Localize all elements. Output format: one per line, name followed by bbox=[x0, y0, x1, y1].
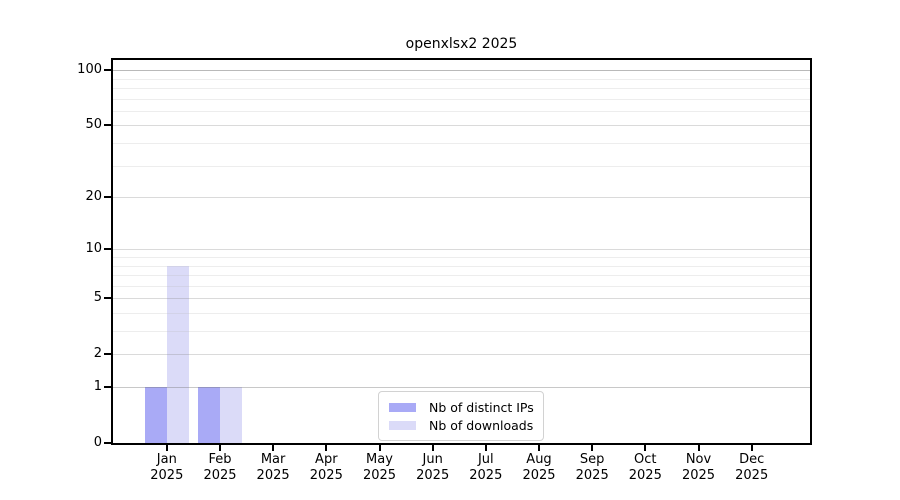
gridline-y-60 bbox=[113, 111, 810, 112]
x-tick-label-3: Apr 2025 bbox=[309, 452, 343, 483]
gridline-y-90 bbox=[113, 78, 810, 80]
y-tick-20 bbox=[104, 196, 111, 199]
x-tick-11 bbox=[750, 445, 753, 451]
legend-label: Nb of downloads bbox=[429, 417, 534, 433]
bar-distinct-ips-0 bbox=[144, 387, 167, 443]
legend: Nb of distinct IPs Nb of downloads bbox=[378, 391, 544, 441]
y-tick-label-100: 100 bbox=[77, 62, 102, 78]
gridline-y-10 bbox=[113, 249, 810, 251]
y-tick-label-20: 20 bbox=[85, 189, 102, 205]
legend-label: Nb of distinct IPs bbox=[429, 399, 534, 415]
x-tick-5 bbox=[431, 445, 434, 451]
gridline-y-4 bbox=[113, 313, 810, 314]
x-tick-4 bbox=[378, 445, 381, 451]
y-tick-label-2: 2 bbox=[93, 346, 102, 362]
y-tick-label-0: 0 bbox=[93, 435, 102, 450]
x-tick-label-5: Jun 2025 bbox=[416, 452, 450, 483]
chart-title: openxlsx2 2025 bbox=[405, 36, 518, 52]
x-tick-3 bbox=[325, 445, 328, 451]
gridline-y-2 bbox=[113, 354, 810, 356]
x-tick-label-8: Sep 2025 bbox=[575, 452, 609, 483]
x-tick-label-10: Nov 2025 bbox=[681, 452, 716, 483]
x-tick-label-6: Jul 2025 bbox=[469, 452, 503, 483]
y-tick-10 bbox=[104, 248, 111, 251]
bar-distinct-ips-1 bbox=[198, 387, 220, 443]
bar-downloads-0 bbox=[166, 265, 189, 443]
legend-item-1: Nb of downloads bbox=[389, 417, 533, 433]
y-tick-label-50: 50 bbox=[85, 117, 102, 133]
gridline-y-50 bbox=[113, 125, 810, 127]
gridline-y-20 bbox=[113, 197, 810, 199]
y-tick-1 bbox=[104, 386, 111, 388]
x-tick-9 bbox=[644, 445, 647, 451]
x-tick-7 bbox=[538, 445, 540, 451]
gridline-y-3 bbox=[113, 331, 810, 332]
x-tick-label-1: Feb 2025 bbox=[203, 452, 237, 483]
x-tick-label-9: Oct 2025 bbox=[628, 452, 662, 483]
plot-area bbox=[113, 60, 810, 443]
legend-swatch-icon bbox=[389, 420, 416, 430]
x-tick-label-4: May 2025 bbox=[362, 452, 397, 483]
gridline-y-70 bbox=[113, 98, 810, 100]
legend-item-0: Nb of distinct IPs bbox=[389, 399, 534, 415]
gridline-y-5 bbox=[113, 298, 810, 300]
gridline-y-30 bbox=[113, 165, 810, 167]
gridline-y-40 bbox=[113, 143, 810, 145]
gridline-y-7 bbox=[113, 275, 810, 276]
x-tick-6 bbox=[484, 445, 487, 451]
y-tick-label-10: 10 bbox=[85, 241, 102, 257]
gridline-y-8 bbox=[113, 265, 810, 267]
x-tick-label-0: Jan 2025 bbox=[150, 452, 184, 483]
y-tick-label-5: 5 bbox=[93, 290, 102, 306]
x-tick-label-11: Dec 2025 bbox=[735, 452, 769, 483]
x-tick-8 bbox=[591, 445, 594, 451]
y-tick-2 bbox=[104, 353, 111, 356]
y-tick-label-1: 1 bbox=[93, 379, 102, 394]
y-tick-0 bbox=[104, 442, 111, 444]
bar-downloads-1 bbox=[220, 387, 242, 443]
x-tick-label-2: Mar 2025 bbox=[256, 452, 290, 483]
gridline-y-80 bbox=[113, 88, 810, 90]
y-tick-5 bbox=[104, 297, 111, 300]
gridline-y-1 bbox=[113, 387, 810, 388]
x-tick-10 bbox=[697, 445, 700, 451]
x-tick-1 bbox=[219, 445, 221, 451]
gridline-y-9 bbox=[113, 257, 810, 258]
x-tick-0 bbox=[165, 445, 168, 451]
y-tick-100 bbox=[104, 69, 111, 72]
x-tick-label-7: Aug 2025 bbox=[522, 452, 556, 483]
legend-swatch-icon bbox=[389, 402, 416, 412]
gridline-y-6 bbox=[113, 285, 810, 287]
y-tick-50 bbox=[104, 124, 111, 127]
gridline-y-100 bbox=[113, 70, 810, 72]
x-tick-2 bbox=[272, 445, 275, 451]
